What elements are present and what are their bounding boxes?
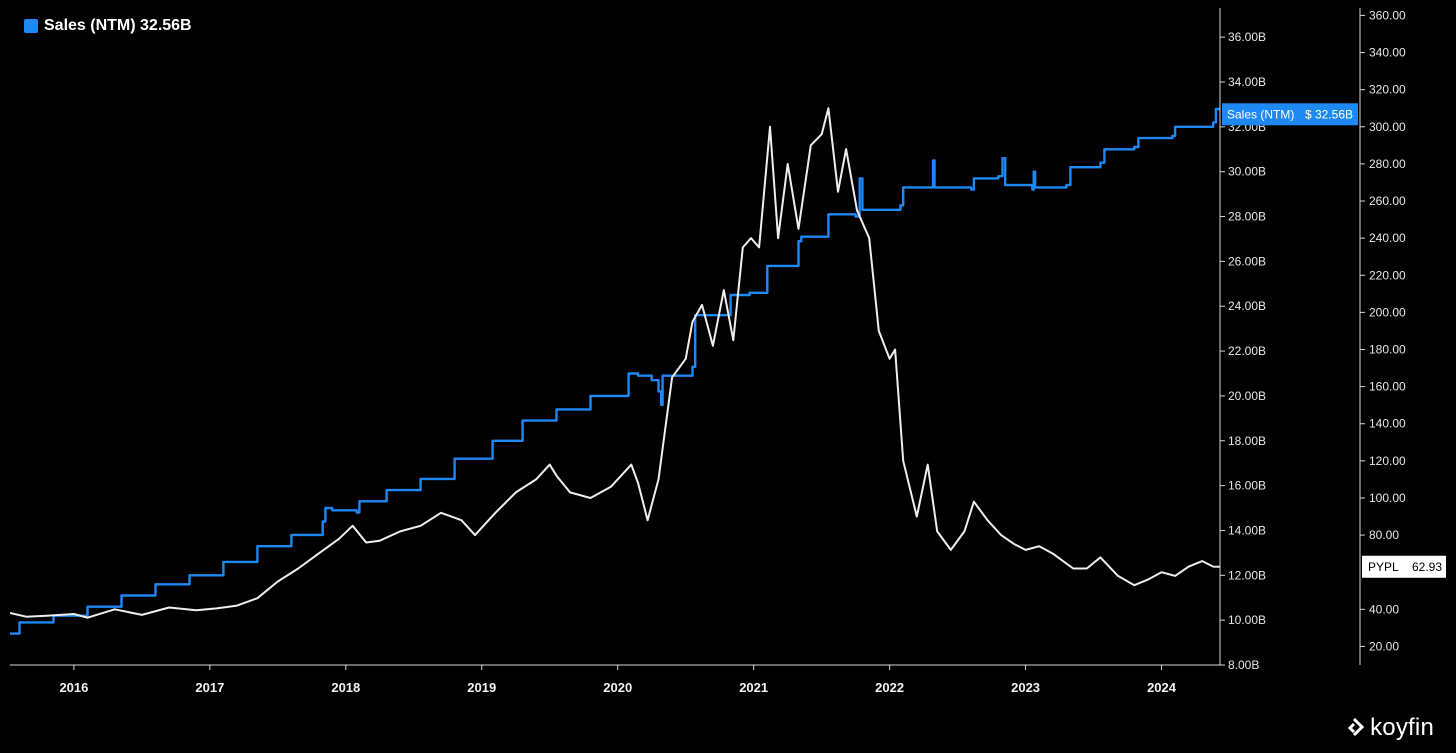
sales-tag-name: Sales (NTM)	[1227, 107, 1294, 121]
series-line-sales[interactable]	[10, 107, 1220, 635]
price-tick-label: 280.00	[1369, 157, 1406, 171]
sales-tick-label: 14.00B	[1228, 523, 1266, 537]
sales-tick-label: 20.00B	[1228, 389, 1266, 403]
x-tick-label: 2020	[603, 680, 632, 695]
price-tick-label: 160.00	[1369, 380, 1406, 394]
price-tick-label: 40.00	[1369, 602, 1399, 616]
chart-legend[interactable]: Sales (NTM) 32.56B	[24, 17, 192, 35]
price-tick-label: 300.00	[1369, 120, 1406, 134]
pypl-value-tag: PYPL 62.93	[1362, 555, 1446, 578]
sales-tick-label: 28.00B	[1228, 210, 1266, 224]
price-tick-label: 340.00	[1369, 46, 1406, 60]
price-tick-label: 120.00	[1369, 454, 1406, 468]
price-tick-label: 220.00	[1369, 268, 1406, 282]
sales-tick-label: 34.00B	[1228, 75, 1266, 89]
price-tick-label: 20.00	[1369, 639, 1399, 653]
legend-swatch-icon	[24, 19, 38, 33]
sales-tick-label: 18.00B	[1228, 434, 1266, 448]
x-tick-label: 2023	[1011, 680, 1040, 695]
legend-label: Sales (NTM) 32.56B	[44, 17, 192, 34]
sales-tag-value: $ 32.56B	[1305, 107, 1353, 121]
sales-value-tag: Sales (NTM) $ 32.56B	[1222, 103, 1358, 126]
sales-tick-label: 16.00B	[1228, 479, 1266, 493]
price-tick-label: 100.00	[1369, 491, 1406, 505]
sales-tick-label: 22.00B	[1228, 344, 1266, 358]
sales-tick-label: 30.00B	[1228, 165, 1266, 179]
x-tick-label: 2019	[467, 680, 496, 695]
koyfin-logo-icon	[1347, 717, 1365, 737]
price-tick-label: 320.00	[1369, 83, 1406, 97]
sales-tick-label: 12.00B	[1228, 568, 1266, 582]
x-tick-label: 2016	[59, 680, 88, 695]
x-tick-label: 2017	[195, 680, 224, 695]
sales-tick-label: 36.00B	[1228, 30, 1266, 44]
series-line-pypl[interactable]	[9, 107, 1221, 619]
x-tick-label: 2024	[1147, 680, 1177, 695]
price-tick-label: 240.00	[1369, 231, 1406, 245]
x-tick-label: 2018	[331, 680, 360, 695]
x-tick-label: 2022	[875, 680, 904, 695]
sales-tick-label: 24.00B	[1228, 299, 1266, 313]
x-tick-label: 2021	[739, 680, 768, 695]
sales-tick-label: 26.00B	[1228, 254, 1266, 268]
pypl-tag-name: PYPL	[1368, 560, 1399, 574]
brand-name: koyfin	[1370, 714, 1434, 741]
sales-tick-label: 8.00B	[1228, 658, 1259, 672]
sales-tick-label: 10.00B	[1228, 613, 1266, 627]
price-tick-label: 80.00	[1369, 528, 1399, 542]
price-tick-label: 360.00	[1369, 8, 1406, 22]
brand-watermark: koyfin	[1342, 714, 1434, 742]
price-tick-label: 180.00	[1369, 342, 1406, 356]
price-tick-label: 260.00	[1369, 194, 1406, 208]
pypl-tag-value: 62.93	[1412, 560, 1442, 574]
price-tick-label: 200.00	[1369, 305, 1406, 319]
price-tick-label: 140.00	[1369, 417, 1406, 431]
